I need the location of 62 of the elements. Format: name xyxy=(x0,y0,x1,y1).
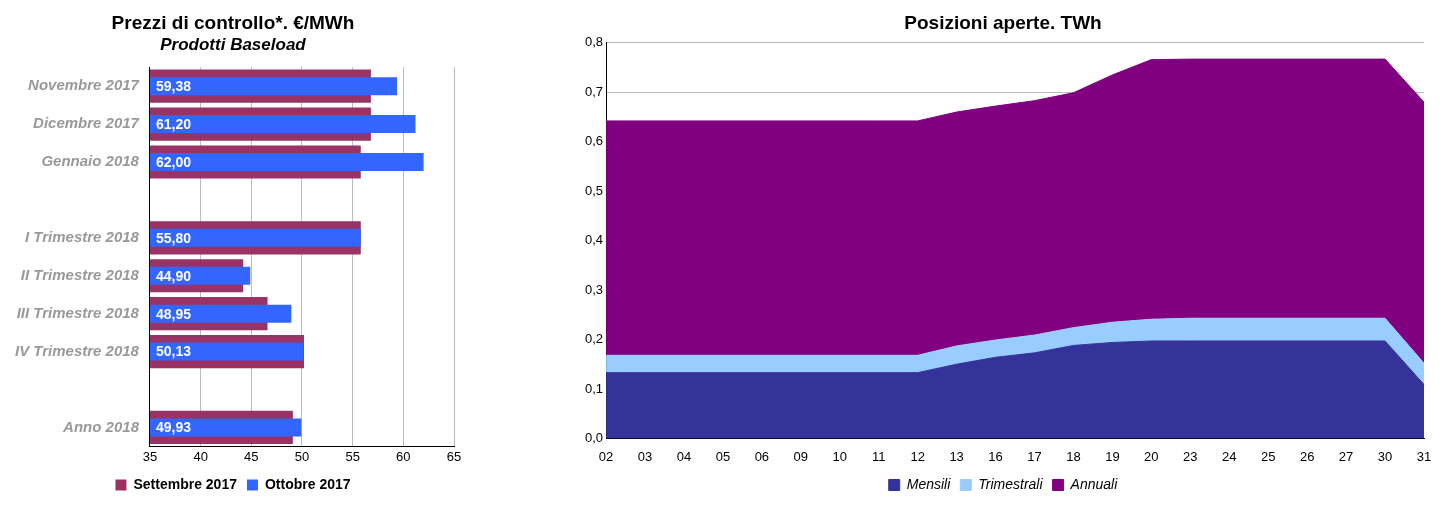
data-label: 44,90 xyxy=(155,267,192,284)
y-tick-label: 0,0 xyxy=(584,429,604,445)
y-tick-label: Anno 2018 xyxy=(62,417,140,435)
y-tick-label: IV Trimestre 2018 xyxy=(14,341,140,359)
y-tick-label: 0,5 xyxy=(584,182,604,198)
x-tick-label: 27 xyxy=(1338,448,1354,464)
legend-label: Mensili xyxy=(906,475,952,492)
y-tick-label: 0,8 xyxy=(584,34,604,50)
y-tick-label: Novembre 2017 xyxy=(28,76,140,94)
x-tick-label: 60 xyxy=(396,448,411,464)
x-tick-label: 45 xyxy=(244,448,259,464)
y-tick-label: 0,6 xyxy=(584,133,604,149)
x-tick-label: 13 xyxy=(949,448,964,464)
y-tick-label: 0,7 xyxy=(584,83,604,99)
x-tick-label: 25 xyxy=(1260,448,1276,464)
x-tick-label: 19 xyxy=(1105,448,1120,464)
y-tick-label: III Trimestre 2018 xyxy=(16,303,140,321)
x-tick-label: 12 xyxy=(910,448,925,464)
y-tick-label: 0,3 xyxy=(584,281,604,297)
x-tick-label: 05 xyxy=(715,448,731,464)
legend-label: Settembre 2017 xyxy=(133,475,238,492)
legend-label: Annuali xyxy=(1069,475,1119,492)
data-label: 48,95 xyxy=(155,305,192,322)
x-tick-label: 26 xyxy=(1299,448,1315,464)
data-label: 49,93 xyxy=(155,419,192,436)
chart-title: Posizioni aperte. TWh xyxy=(904,11,1102,33)
legend-label: Trimestrali xyxy=(978,475,1044,492)
data-label: 55,80 xyxy=(155,229,192,246)
data-label: 62,00 xyxy=(155,153,192,170)
y-tick-label: Gennaio 2018 xyxy=(41,152,140,170)
x-tick-label: 35 xyxy=(142,448,158,464)
chart-subtitle: Prodotti Baseload xyxy=(160,34,307,54)
x-tick-label: 20 xyxy=(1144,448,1159,464)
x-tick-label: 11 xyxy=(871,448,886,464)
x-tick-label: 55 xyxy=(345,448,360,464)
data-label: 61,20 xyxy=(155,115,192,132)
x-tick-label: 23 xyxy=(1183,448,1198,464)
y-tick-label: Dicembre 2017 xyxy=(33,114,140,132)
y-tick-label: 0,4 xyxy=(584,232,604,248)
x-tick-label: 65 xyxy=(446,448,462,464)
data-label: 50,13 xyxy=(155,343,192,360)
x-tick-label: 40 xyxy=(193,448,208,464)
x-tick-label: 24 xyxy=(1222,448,1237,464)
x-tick-label: 30 xyxy=(1377,448,1393,464)
x-tick-label: 03 xyxy=(637,448,653,464)
x-tick-label: 06 xyxy=(754,448,770,464)
x-tick-label: 02 xyxy=(598,448,614,464)
x-tick-label: 04 xyxy=(676,448,692,464)
y-tick-label: II Trimestre 2018 xyxy=(20,265,140,283)
y-tick-label: I Trimestre 2018 xyxy=(25,227,140,245)
legend-label: Ottobre 2017 xyxy=(264,475,351,492)
x-tick-label: 10 xyxy=(832,448,847,464)
x-tick-label: 17 xyxy=(1027,448,1042,464)
y-tick-label: 0,2 xyxy=(584,331,604,347)
x-tick-label: 18 xyxy=(1066,448,1081,464)
x-tick-label: 31 xyxy=(1416,448,1432,464)
x-tick-label: 09 xyxy=(793,448,809,464)
x-tick-label: 50 xyxy=(294,448,310,464)
data-label: 59,38 xyxy=(155,78,192,95)
y-tick-label: 0,1 xyxy=(584,380,604,396)
chart-title: Prezzi di controllo*. €/MWh xyxy=(111,11,355,33)
x-tick-label: 16 xyxy=(988,448,1003,464)
